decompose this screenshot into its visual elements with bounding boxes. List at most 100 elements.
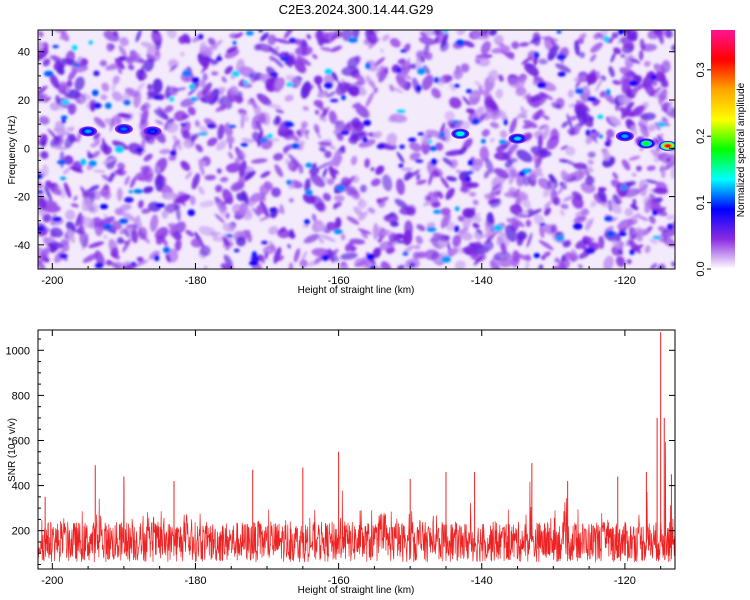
spectrogram-cell — [80, 158, 87, 166]
spectrogram-cell — [489, 121, 500, 129]
spectrogram-cell — [113, 30, 119, 36]
spectrogram-cell — [435, 142, 444, 151]
spectrogram-cell — [578, 33, 587, 41]
spectrogram-cell — [650, 263, 658, 269]
spectrogram-cell — [566, 113, 573, 129]
spectrogram-cell — [313, 123, 320, 134]
spectrogram-cell — [241, 190, 250, 206]
spectrogram-cell — [328, 165, 337, 180]
spectrogram-cell — [394, 198, 409, 209]
spectrogram-cell — [576, 100, 591, 113]
spectrogram-cell — [238, 79, 246, 87]
spectrogram-cell — [574, 40, 580, 56]
spectrogram-cell — [585, 175, 595, 186]
spectrogram-cell — [136, 82, 145, 93]
spectrogram-cell — [317, 89, 326, 98]
spectrogram-cell — [143, 153, 153, 162]
spectrogram-cell — [422, 65, 431, 75]
spectrogram-cell — [44, 96, 52, 103]
spectrogram-cell — [593, 32, 602, 40]
spectrogram-cell — [497, 109, 508, 123]
spectrogram-cell — [187, 106, 196, 116]
snr-y-tick-label: 600 — [12, 435, 30, 447]
spectrogram-cell — [548, 53, 555, 60]
spectrogram-cell — [49, 73, 60, 89]
spectrogram-cell — [162, 238, 168, 247]
spectrogram-cell — [555, 63, 572, 73]
spectrogram-cell — [466, 212, 481, 225]
spectrogram-cell — [286, 179, 292, 185]
spectrogram-cell — [284, 121, 293, 128]
spectrogram-cell — [445, 149, 464, 157]
spectrogram-cell — [618, 231, 627, 237]
spectrogram-cell — [65, 85, 72, 94]
spectrogram-cell — [659, 74, 669, 88]
spectrogram-cell — [453, 245, 466, 254]
spectrogram-cell — [411, 63, 417, 70]
spectrogram-cell — [574, 88, 584, 94]
spectrogram-hotspot — [615, 131, 634, 142]
spectrogram-cell — [75, 228, 84, 235]
spectrogram-cell — [666, 157, 671, 163]
spectrogram-cell — [264, 252, 268, 260]
spectrogram-cell — [318, 236, 324, 244]
spectrogram-cell — [302, 224, 310, 228]
spectrogram-cell — [460, 63, 470, 73]
spectrogram-cell — [631, 172, 637, 177]
spectrogram-cell — [643, 81, 656, 97]
spectrogram-cell — [399, 144, 405, 150]
spectrogram-cell — [516, 149, 533, 163]
spectrogram-cell — [380, 229, 390, 236]
spectrogram-cell — [333, 203, 338, 210]
spectrogram-cell — [302, 106, 309, 111]
spectrogram-cell — [125, 52, 141, 65]
spectrogram-cell — [609, 115, 622, 126]
spectrogram-cell — [54, 30, 68, 34]
spectrogram-cell — [231, 70, 240, 77]
spectrogram-cell — [334, 120, 346, 132]
spectrogram-cell — [661, 60, 671, 74]
spectrogram-cell — [372, 247, 382, 259]
spectrogram-cell — [102, 145, 112, 155]
spectrogram-cell — [182, 139, 194, 149]
spectrogram-cell — [400, 49, 406, 53]
spectrogram-cell — [578, 264, 583, 269]
spectrogram-cell — [174, 221, 186, 234]
spectrogram-cell — [293, 248, 301, 263]
colorbar-tick-label: 0.3 — [695, 62, 707, 77]
spectrogram-cell — [573, 162, 588, 170]
spectrogram-cell — [472, 32, 490, 40]
spectrogram-cell — [483, 170, 490, 179]
spectrogram-cell — [93, 70, 100, 77]
spectrogram-cell — [244, 170, 256, 181]
spectrogram-cell — [204, 90, 215, 103]
spectrogram-x-tick-label: -120 — [614, 275, 636, 287]
spectrogram-cell — [319, 146, 327, 153]
spectrogram-cell — [49, 186, 62, 196]
spectrogram-cell — [624, 207, 634, 217]
spectrogram-cell — [493, 34, 504, 45]
spectrogram-cell — [60, 115, 68, 120]
spectrogram-cell — [135, 30, 142, 43]
spectrogram-cell — [409, 152, 421, 161]
spectrogram-cell — [100, 94, 108, 101]
spectrogram-cell — [557, 71, 566, 77]
spectrogram-cell — [565, 251, 578, 262]
spectrogram-cell — [618, 30, 625, 35]
spectrogram-cell — [533, 75, 545, 84]
spectrogram-cell — [529, 36, 541, 44]
spectrogram-cell — [660, 164, 666, 179]
spectrogram-cell — [356, 74, 366, 86]
spectrogram-cell — [82, 217, 95, 229]
spectrogram-cell — [557, 182, 567, 195]
spectrogram-cell — [432, 170, 441, 178]
spectrogram-cell — [372, 131, 383, 139]
spectrogram-cell — [504, 191, 520, 198]
spectrogram-cell — [348, 136, 359, 145]
spectrogram-cell — [646, 165, 656, 171]
spectrogram-cell — [121, 211, 136, 222]
spectrogram-cell — [665, 30, 674, 39]
spectrogram-cell — [597, 114, 604, 120]
spectrogram-cell — [329, 98, 339, 103]
snr-x-tick-label: -160 — [328, 575, 350, 587]
